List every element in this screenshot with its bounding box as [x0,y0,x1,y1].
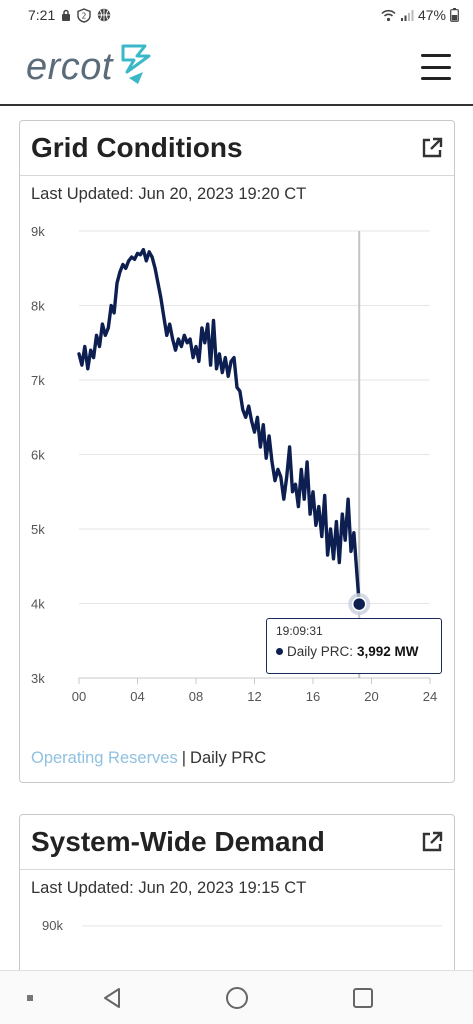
tooltip-value: 3,992 MW [357,644,419,659]
home-icon[interactable] [225,986,249,1010]
ercot-logo[interactable]: ercot [26,42,155,93]
y-tick-label: 9k [31,224,45,239]
nav-dot-icon [26,994,34,1002]
x-tick-label: 00 [72,689,86,704]
y-tick-label: 6k [31,448,45,463]
status-time: 7:21 [28,7,56,23]
lock-icon [61,9,71,21]
tooltip-series: Daily PRC: [287,644,354,659]
x-tick-label: 24 [423,689,437,704]
app-header: ercot [0,30,473,106]
basketball-icon [97,8,111,22]
x-tick-label: 12 [247,689,261,704]
battery-percent: 47% [417,7,446,23]
recents-icon[interactable] [351,986,375,1010]
back-icon[interactable] [100,986,124,1010]
tooltip-time: 19:09:31 [276,624,323,638]
card-title: System-Wide Demand [31,826,325,857]
shield-badge-icon: 2 [77,7,91,23]
hamburger-menu-icon[interactable] [421,54,451,80]
battery-icon [450,8,459,22]
system-nav-bar [0,970,473,1024]
chart-tooltip: 19:09:31 Daily PRC: 3,992 MW [266,618,442,674]
grid-conditions-card: Grid Conditions Last Updated: Jun 20, 20… [19,120,455,783]
card-header: Grid Conditions [20,121,454,176]
chart-legend: Operating Reserves | Daily PRC [31,749,266,768]
logo-text: ercot [26,45,113,88]
y-tick-label: 4k [31,597,45,612]
highlight-point [351,596,367,612]
x-tick-label: 04 [130,689,144,704]
x-tick-label: 08 [189,689,203,704]
prc-chart[interactable]: 9k 8k 7k 6k 5k 4k 3k 00 04 08 12 16 20 24 19:09:31 Da… [20,211,454,711]
x-tick-label: 20 [364,689,378,704]
y-tick-label: 3k [31,671,45,686]
chart-svg[interactable]: 9k 8k 7k 6k 5k 4k 3k 00 04 08 12 16 20 24 [20,211,454,711]
legend-separator: | [181,749,187,767]
external-link-icon[interactable] [420,136,444,160]
series-dot-icon [276,648,283,655]
last-updated: Last Updated: Jun 20, 2023 19:20 CT [31,185,307,203]
last-updated: Last Updated: Jun 20, 2023 19:15 CT [31,879,307,897]
card-header: System-Wide Demand [20,815,454,870]
legend-operating-reserves[interactable]: Operating Reserves [31,749,178,767]
signal-icon [400,9,414,22]
y-axis-tick: 90k [42,918,63,933]
wifi-icon [381,9,396,22]
status-bar: 7:21 2 47% [0,0,473,30]
y-tick-label: 8k [31,299,45,314]
y-tick-label: 7k [31,373,45,388]
svg-text:2: 2 [82,11,87,20]
y-tick-label: 5k [31,522,45,537]
lightning-icon [117,42,155,93]
legend-daily-prc[interactable]: Daily PRC [190,749,267,767]
gridline [82,925,442,927]
card-title: Grid Conditions [31,132,243,163]
external-link-icon[interactable] [420,830,444,854]
x-tick-label: 16 [306,689,320,704]
series-line-daily-prc [77,247,361,606]
